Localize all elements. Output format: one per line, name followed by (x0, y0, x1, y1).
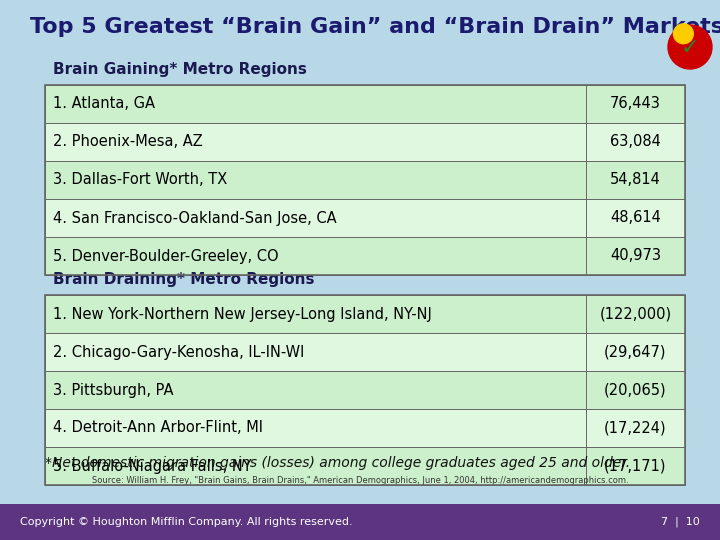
FancyBboxPatch shape (45, 237, 685, 275)
Text: 48,614: 48,614 (610, 211, 661, 226)
Text: 2. Phoenix-Mesa, AZ: 2. Phoenix-Mesa, AZ (53, 134, 203, 150)
Text: 2. Chicago-Gary-Kenosha, IL-IN-WI: 2. Chicago-Gary-Kenosha, IL-IN-WI (53, 345, 305, 360)
FancyBboxPatch shape (45, 85, 685, 123)
Text: 1. Atlanta, GA: 1. Atlanta, GA (53, 97, 155, 111)
Text: (29,647): (29,647) (604, 345, 667, 360)
Text: 4. Detroit-Ann Arbor-Flint, MI: 4. Detroit-Ann Arbor-Flint, MI (53, 421, 263, 435)
FancyBboxPatch shape (45, 161, 685, 199)
Text: 40,973: 40,973 (610, 248, 661, 264)
Text: ✓: ✓ (680, 38, 699, 58)
FancyBboxPatch shape (45, 295, 685, 333)
Text: 3. Dallas-Fort Worth, TX: 3. Dallas-Fort Worth, TX (53, 172, 228, 187)
Circle shape (673, 24, 693, 44)
Text: 4. San Francisco-Oakland-San Jose, CA: 4. San Francisco-Oakland-San Jose, CA (53, 211, 337, 226)
Text: Source: William H. Frey, "Brain Gains, Brain Drains," American Demographics, Jun: Source: William H. Frey, "Brain Gains, B… (91, 476, 629, 485)
Text: 76,443: 76,443 (610, 97, 661, 111)
Text: 63,084: 63,084 (610, 134, 661, 150)
FancyBboxPatch shape (0, 504, 720, 540)
FancyBboxPatch shape (45, 409, 685, 447)
Text: (17,171): (17,171) (604, 458, 667, 474)
FancyBboxPatch shape (45, 199, 685, 237)
Text: 7  |  10: 7 | 10 (661, 517, 700, 527)
Text: 54,814: 54,814 (610, 172, 661, 187)
Text: 5. Buffalo-Niagara Falls, NY: 5. Buffalo-Niagara Falls, NY (53, 458, 251, 474)
Text: 1. New York-Northern New Jersey-Long Island, NY-NJ: 1. New York-Northern New Jersey-Long Isl… (53, 307, 432, 321)
FancyBboxPatch shape (45, 371, 685, 409)
Text: 5. Denver-Boulder-Greeley, CO: 5. Denver-Boulder-Greeley, CO (53, 248, 279, 264)
Text: Brain Gaining* Metro Regions: Brain Gaining* Metro Regions (53, 62, 307, 77)
FancyBboxPatch shape (45, 333, 685, 371)
FancyBboxPatch shape (45, 123, 685, 161)
Text: (122,000): (122,000) (599, 307, 672, 321)
Text: Top 5 Greatest “Brain Gain” and “Brain Drain” Markets: Top 5 Greatest “Brain Gain” and “Brain D… (30, 17, 720, 37)
Circle shape (668, 25, 712, 69)
Text: Brain Draining* Metro Regions: Brain Draining* Metro Regions (53, 272, 315, 287)
Text: Copyright © Houghton Mifflin Company. All rights reserved.: Copyright © Houghton Mifflin Company. Al… (20, 517, 353, 527)
FancyBboxPatch shape (45, 447, 685, 485)
Text: (20,065): (20,065) (604, 382, 667, 397)
Text: *Net domestic migration gains (losses) among college graduates aged 25 and older: *Net domestic migration gains (losses) a… (45, 456, 630, 470)
Text: (17,224): (17,224) (604, 421, 667, 435)
Text: 3. Pittsburgh, PA: 3. Pittsburgh, PA (53, 382, 174, 397)
